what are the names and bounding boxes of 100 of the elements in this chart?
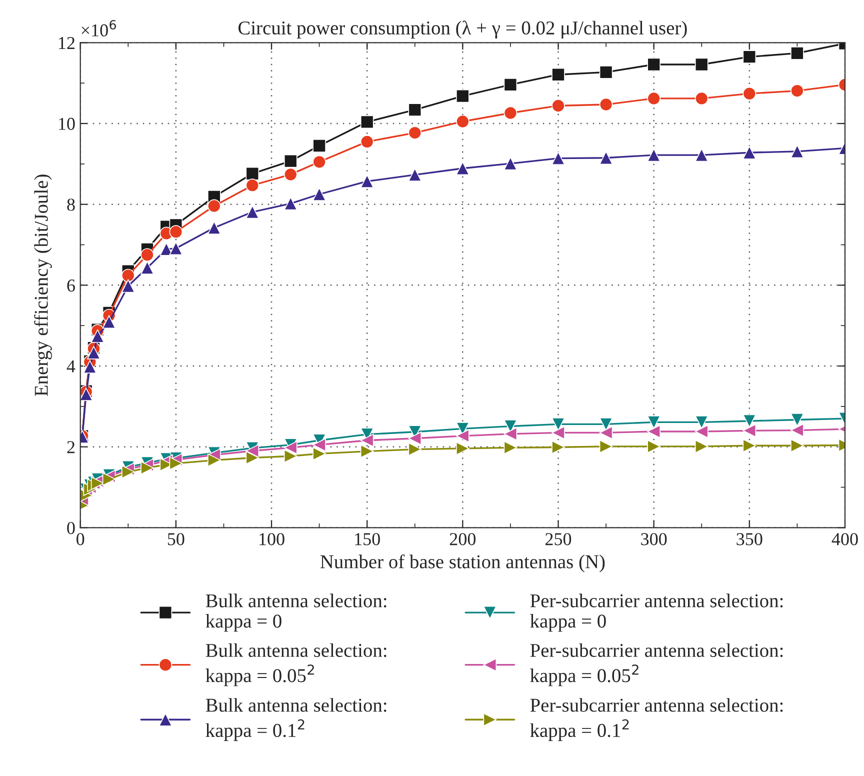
point [121,465,135,479]
x-axis-title: Number of base station antennas (N) [320,554,605,572]
point [408,126,422,140]
point [742,438,756,452]
y-axis-title: Energy efficiency (bit/Joule) [34,174,52,396]
point [599,151,613,165]
point [121,279,135,293]
point [312,155,326,169]
point [647,440,660,454]
y-tick-label: 8 [67,198,75,211]
point [694,424,708,438]
legend-label: Bulk antenna selection: kappa = 0.1$^{2}$ [206,698,386,741]
point [742,424,756,438]
point [207,221,221,234]
point [312,188,326,201]
y-tick-label: 12 [59,36,74,49]
point [360,115,374,129]
point [647,148,660,162]
point [647,58,660,72]
point [408,168,422,182]
point [102,472,116,486]
point [284,440,298,454]
point [647,92,660,106]
point [790,438,804,452]
point [121,268,135,282]
point [360,174,374,188]
point [284,196,298,210]
point [90,329,104,343]
x-tick-label: 350 [736,533,762,546]
point [408,442,422,456]
legend-label: Per-subcarrier antenna selection: kappa = 0.05$^{2}$ [530,643,783,686]
point [456,89,470,103]
point [647,424,660,438]
point [284,154,298,168]
point [83,360,97,374]
point [207,454,221,467]
point [246,178,260,192]
point [284,449,298,463]
legend-label: Bulk antenna selection: kappa = 0 [206,594,386,632]
point [246,166,260,180]
text: ×10$^{6}$ [82,20,116,36]
x-tick-label: 200 [450,533,476,546]
point [284,168,298,182]
point [456,114,470,128]
chart-title: Circuit power consumption (λ + γ = 0.02 μJ/channel user) [238,20,687,39]
point [552,426,565,440]
point [742,86,756,100]
point [312,447,326,460]
x-tick-label: 100 [260,533,284,546]
point [742,50,756,64]
point [246,205,260,219]
point [169,225,183,238]
point [360,434,374,448]
point [790,46,804,60]
point [408,432,422,446]
point [140,261,154,274]
y-tick-label: 6 [67,279,75,292]
point [246,444,260,458]
point [246,451,260,464]
y-tick-label: 10 [59,118,75,130]
point [360,135,374,148]
point [504,427,518,441]
x-tick-label: 50 [168,533,184,546]
point [207,199,221,213]
point [552,152,565,165]
point [790,424,804,437]
point [599,440,613,454]
point [599,426,613,440]
point [360,444,374,458]
point [312,139,326,152]
point [694,92,708,106]
point [552,68,565,82]
point [140,248,154,262]
legend-label: Bulk antenna selection: kappa = 0.05$^{2}$ [206,643,386,686]
legend-label: Per-subcarrier antenna selection: kappa = 0.1$^{2}$ [530,698,783,741]
point [169,242,183,256]
point [504,78,518,92]
point [504,440,518,454]
point [599,98,613,112]
point [102,315,116,329]
x-tick-label: 150 [355,533,380,546]
point [456,429,470,443]
point [312,438,326,452]
point [694,148,708,162]
point [790,84,804,98]
point [694,440,708,454]
point [742,146,756,160]
legend-label: Per-subcarrier antenna selection: kappa = 0 [530,594,783,632]
point [599,418,613,431]
point [504,106,518,120]
point [140,461,154,475]
y-tick-label: 0 [67,522,75,534]
point [647,416,660,429]
point [742,414,756,428]
point [552,418,565,431]
point [599,66,613,79]
point [456,162,470,176]
point [80,388,93,401]
point [552,99,565,112]
point [790,413,804,426]
